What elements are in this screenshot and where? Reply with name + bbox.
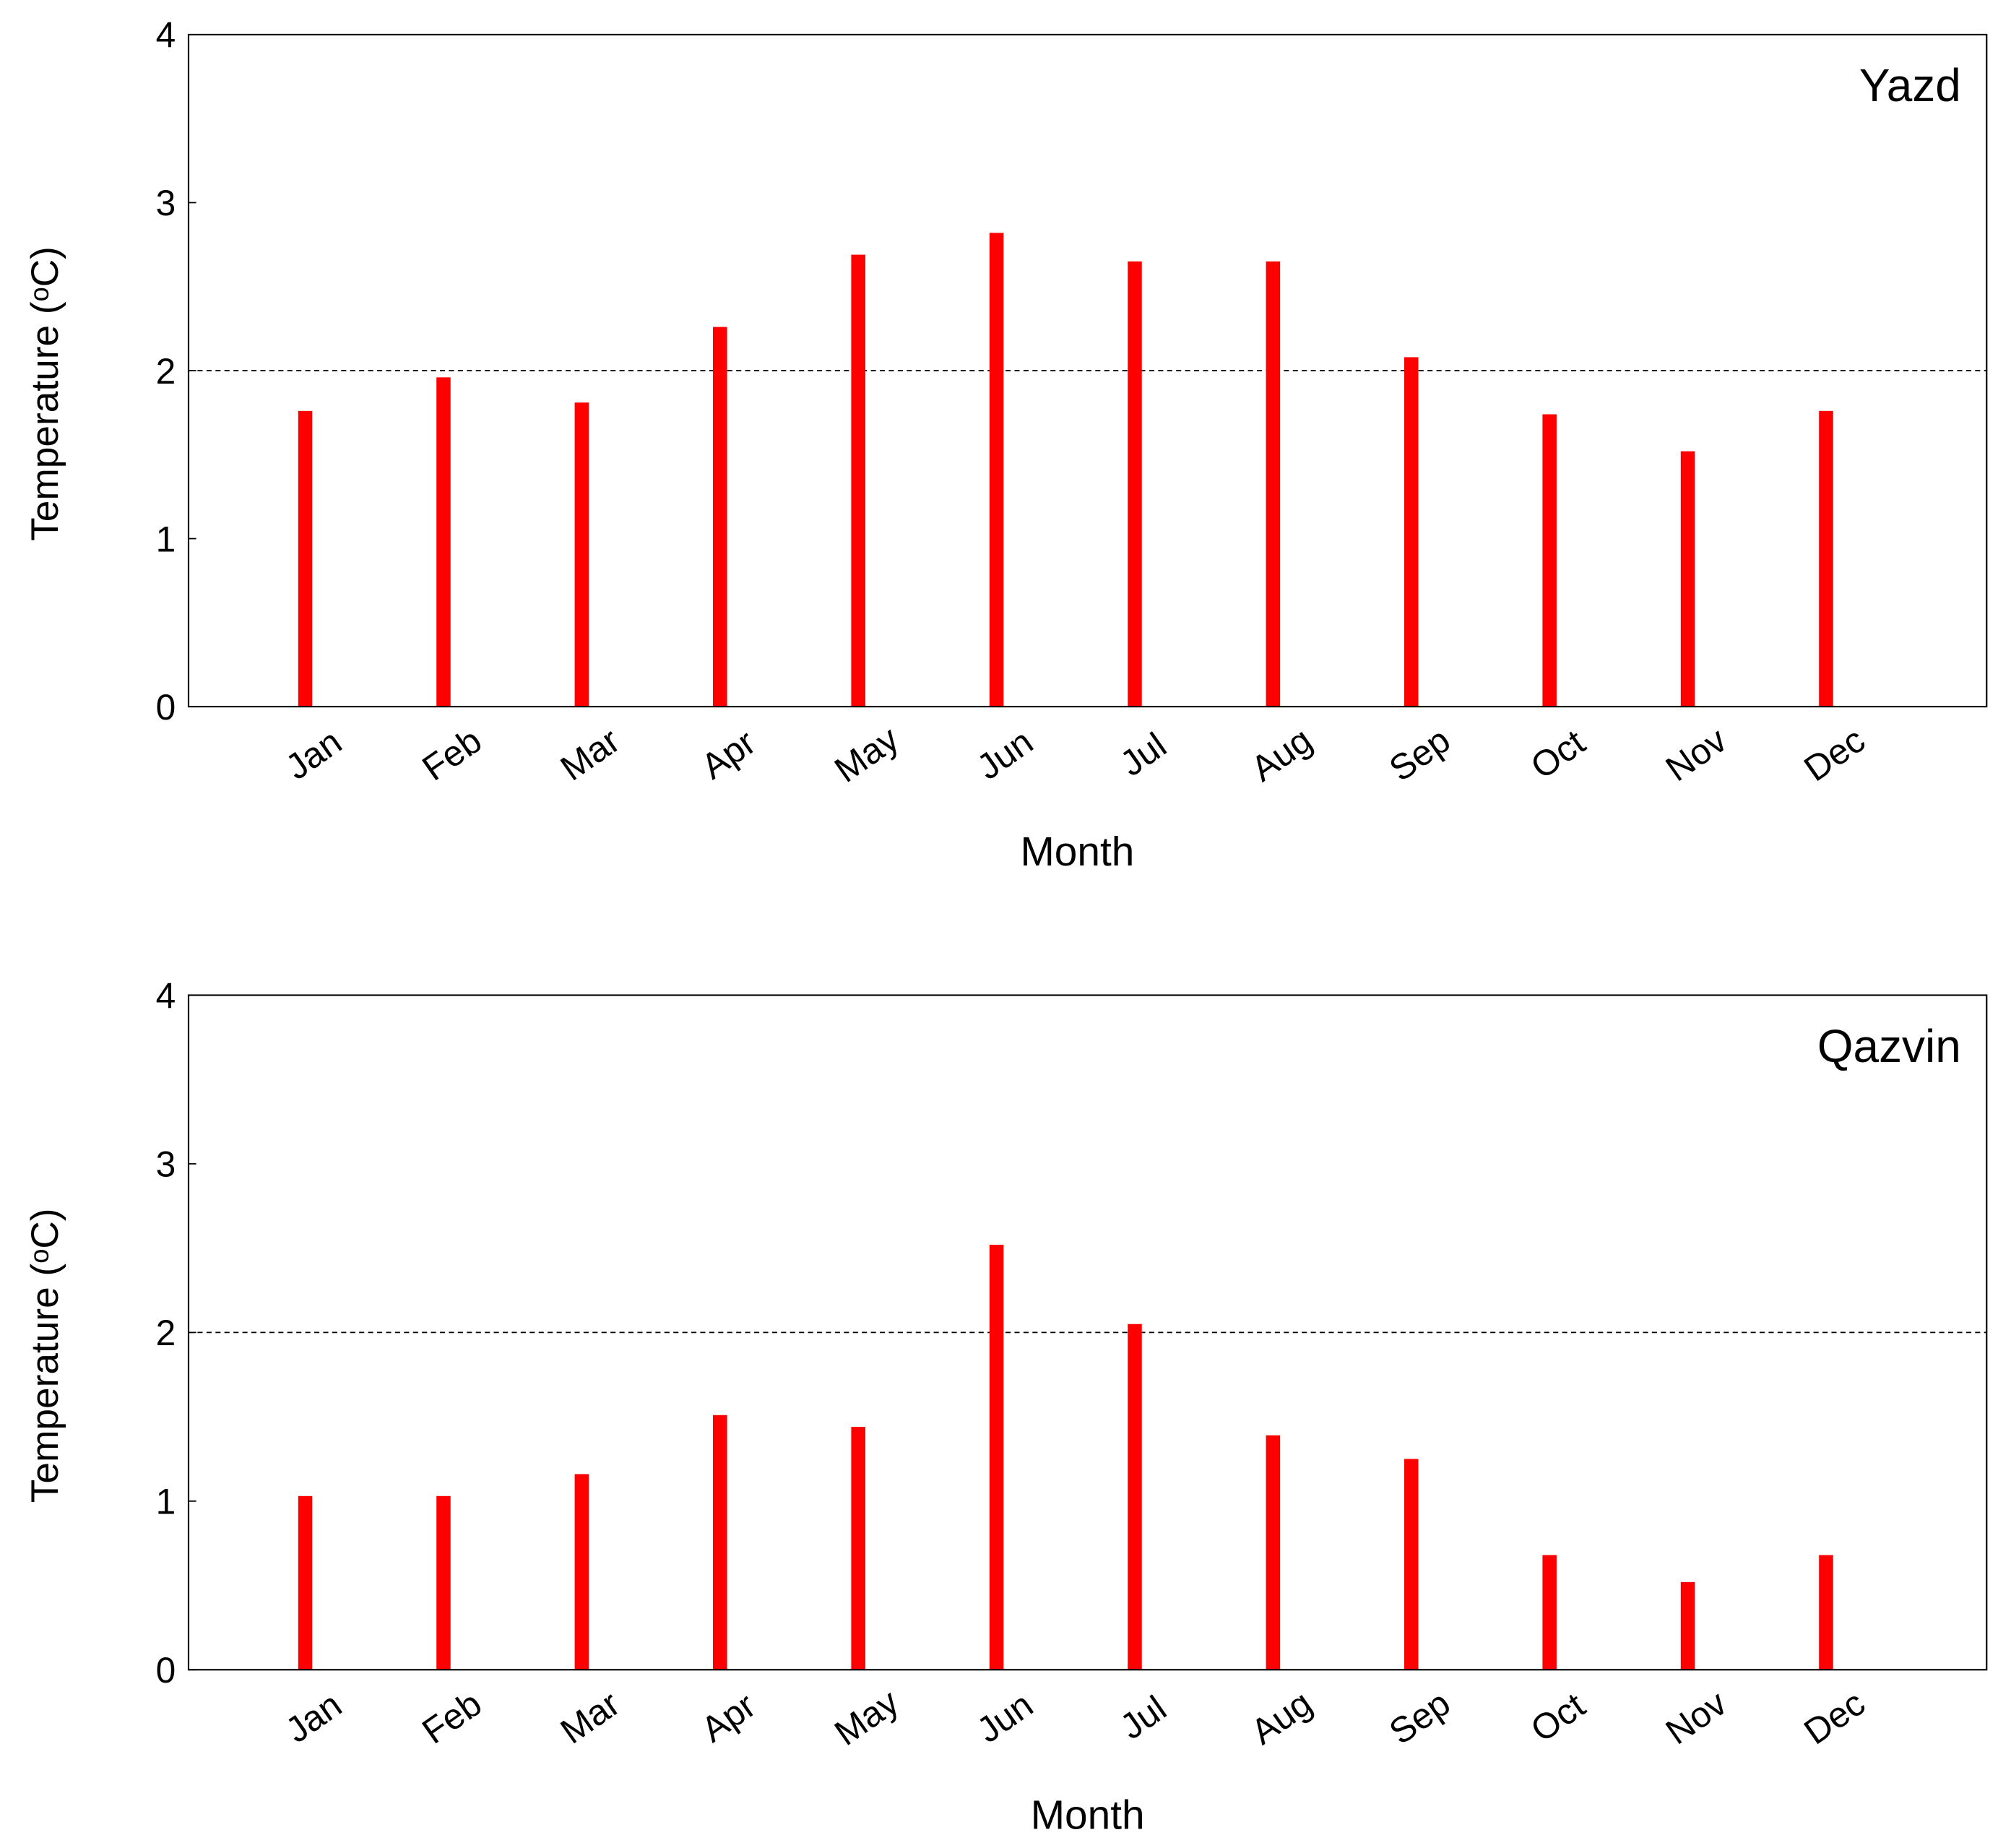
bar	[1542, 414, 1557, 707]
bar	[1266, 1435, 1281, 1670]
x-tick-label: Jan	[278, 1684, 349, 1750]
bar	[436, 377, 451, 707]
bar	[713, 1415, 727, 1670]
x-tick-label: Aug	[1244, 720, 1320, 790]
bar	[989, 233, 1004, 707]
x-tick-label: Mar	[553, 720, 627, 789]
x-tick-label: Sep	[1382, 1683, 1458, 1753]
y-tick-label: 3	[156, 183, 176, 223]
bar	[298, 1495, 313, 1670]
x-tick-label: Jun	[969, 1684, 1040, 1750]
bar	[1680, 451, 1695, 707]
bar	[1542, 1555, 1557, 1670]
y-tick-label: 1	[156, 519, 176, 559]
plot-frame	[187, 33, 1988, 708]
y-tick-label: 3	[156, 1144, 176, 1185]
bar	[1266, 261, 1281, 707]
x-tick-label: Oct	[1523, 722, 1593, 787]
x-tick-label: Aug	[1244, 1683, 1320, 1753]
y-tick-label: 0	[156, 1650, 176, 1691]
bar	[1404, 357, 1419, 707]
y-axis-label: Temperature (ᵒC)	[24, 246, 66, 541]
y-tick-label: 4	[156, 15, 176, 56]
x-tick-label: Jan	[278, 721, 349, 787]
x-tick-label: Nov	[1658, 720, 1734, 790]
bar	[1819, 1555, 1833, 1670]
y-tick-label: 4	[156, 975, 176, 1016]
y-tick-label: 1	[156, 1482, 176, 1522]
x-tick-label: Sep	[1382, 720, 1458, 790]
y-tick-label: 2	[156, 1313, 176, 1353]
x-tick-label: Oct	[1523, 1685, 1593, 1750]
bar	[713, 327, 727, 707]
bar	[574, 1474, 589, 1670]
plot-frame	[187, 994, 1988, 1671]
annotation: Qazvin	[1817, 1020, 1961, 1072]
bar	[574, 402, 589, 707]
y-tick-label: 0	[156, 687, 176, 727]
bar	[1128, 261, 1142, 707]
x-tick-label: Dec	[1796, 720, 1872, 790]
bar	[1128, 1324, 1142, 1670]
x-tick-label: May	[827, 718, 906, 790]
x-tick-label: Apr	[694, 1685, 763, 1750]
bar	[989, 1245, 1004, 1670]
bar	[436, 1495, 451, 1670]
x-axis-label: Month	[1031, 1792, 1145, 1838]
x-tick-label: Apr	[694, 722, 763, 787]
bar	[851, 1427, 865, 1670]
x-tick-label: Feb	[415, 1683, 488, 1752]
x-tick-label: Jul	[1112, 1688, 1173, 1747]
annotation: Yazd	[1859, 59, 1961, 111]
x-tick-label: Nov	[1658, 1683, 1734, 1753]
bar	[1819, 410, 1833, 707]
x-tick-label: Jun	[969, 721, 1040, 787]
x-axis-label: Month	[1020, 829, 1134, 875]
x-tick-label: Jul	[1112, 725, 1173, 784]
bar	[298, 410, 313, 707]
x-tick-label: Feb	[415, 720, 488, 789]
bar	[1404, 1459, 1419, 1670]
bar	[1680, 1581, 1695, 1670]
x-tick-label: May	[827, 1681, 906, 1753]
bar	[851, 254, 865, 707]
x-tick-label: Dec	[1796, 1683, 1872, 1753]
y-tick-label: 2	[156, 351, 176, 392]
x-tick-label: Mar	[553, 1683, 627, 1752]
y-axis-label: Temperature (ᵒC)	[24, 1208, 66, 1503]
